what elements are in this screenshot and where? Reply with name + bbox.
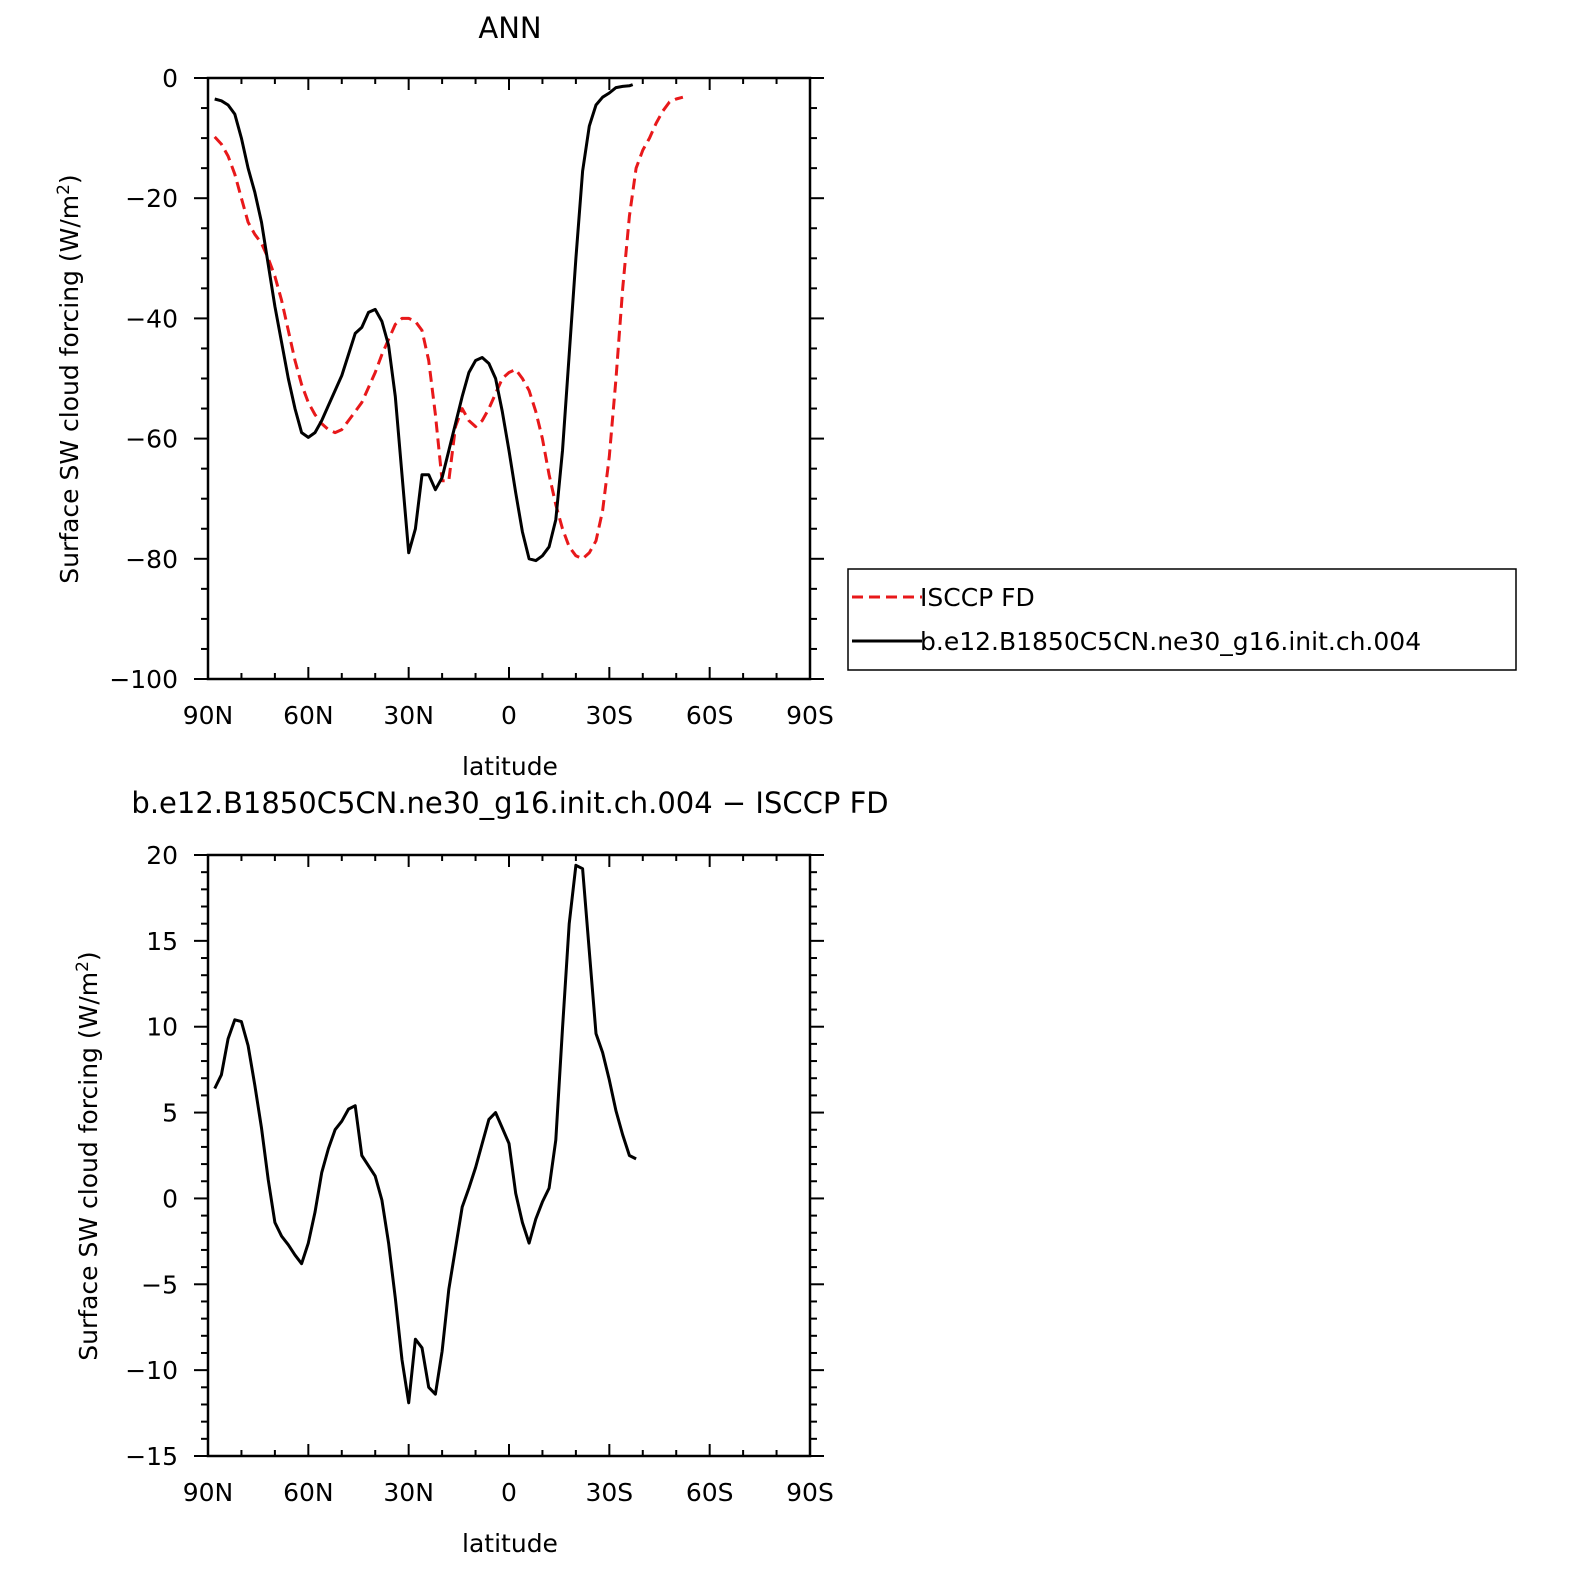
x-tick-label: 0 [501,701,517,730]
y-tick-label: 5 [162,1099,178,1128]
x-tick-label: 60N [283,1478,334,1507]
x-tick-label: 30S [585,1478,633,1507]
y-tick-label: −80 [125,545,178,574]
top-y-axis-label-sup: 2 [54,184,74,195]
x-tick-label: 30N [383,701,434,730]
top-x-axis-label: latitude [462,752,558,781]
top-y-axis-label-close: ) [55,174,84,184]
series-line-isccp [213,95,684,561]
y-tick-label: −20 [125,184,178,213]
x-tick-label: 90S [786,701,834,730]
bottom-y-tick-labels: 20 15 10 5 0 −5 −10 −15 [125,841,178,1471]
bottom-y-axis-label-sup: 2 [73,961,93,972]
bottom-y-axis-label-main: Surface SW cloud forcing (W/m [74,972,103,1361]
y-tick-label: −100 [109,665,178,694]
x-tick-label: 90N [183,701,234,730]
series-line-model [214,83,634,563]
bottom-x-axis-label: latitude [462,1529,558,1558]
series-line-model [213,863,637,1405]
bottom-panel: b.e12.B1850C5CN.ne30_g16.init.ch.004 − I… [73,786,889,1558]
y-tick-label: 10 [146,1013,178,1042]
legend: ISCCP FD b.e12.B1850C5CN.ne30_g16.init.c… [847,568,1517,671]
top-y-axis-label: Surface SW cloud forcing (W/m2) [54,174,84,583]
bottom-y-axis-label: Surface SW cloud forcing (W/m2) [73,951,103,1360]
legend-box [847,568,1517,671]
y-tick-label: −5 [141,1270,178,1299]
y-tick-label: −15 [125,1442,178,1471]
y-tick-label: 0 [162,1184,178,1213]
top-x-tick-labels: 90N 60N 30N 0 30S 60S 90S [183,701,834,730]
x-tick-label: 60S [686,1478,734,1507]
x-tick-label: 90N [183,1478,234,1507]
y-tick-label: −60 [125,425,178,454]
top-panel: ANN 90N 60N 30N 0 30S 60S 90S 0 −20 −40 −60 −80 −10… [54,11,834,781]
x-tick-label: 60S [686,701,734,730]
bottom-y-axis-label-close: ) [74,951,103,961]
x-tick-label: 0 [501,1478,517,1507]
bottom-series-lines [213,863,637,1405]
x-tick-label: 60N [283,701,334,730]
bottom-axis-ticks [194,854,824,1457]
x-tick-label: 30S [585,701,633,730]
bottom-x-tick-labels: 90N 60N 30N 0 30S 60S 90S [183,1478,834,1507]
x-tick-label: 90S [786,1478,834,1507]
top-y-axis-label-main: Surface SW cloud forcing (W/m [55,195,84,584]
y-tick-label: −40 [125,304,178,333]
bottom-plot-frame [206,853,812,1458]
y-tick-label: 0 [162,64,178,93]
bottom-chart-title: b.e12.B1850C5CN.ne30_g16.init.ch.004 − I… [131,786,888,820]
top-plot-frame [206,76,812,681]
top-chart-title: ANN [478,11,541,45]
legend-label-model: b.e12.B1850C5CN.ne30_g16.init.ch.004 [920,627,1421,656]
y-tick-label: 20 [146,841,178,870]
top-series-lines [213,83,684,563]
y-tick-label: −10 [125,1356,178,1385]
x-tick-label: 30N [383,1478,434,1507]
legend-label-isccp: ISCCP FD [920,583,1035,612]
y-tick-label: 15 [146,927,178,956]
top-y-tick-labels: 0 −20 −40 −60 −80 −100 [109,64,178,694]
